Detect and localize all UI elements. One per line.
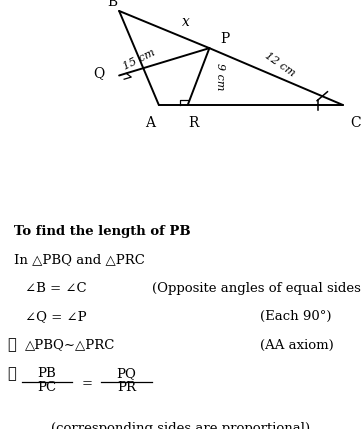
Text: 15 cm: 15 cm	[121, 48, 157, 72]
Text: =: =	[81, 378, 92, 390]
Text: P: P	[220, 32, 230, 46]
Text: x: x	[182, 15, 190, 29]
Text: 9 cm: 9 cm	[215, 63, 225, 90]
Text: PC: PC	[38, 381, 56, 394]
Text: ∠B = ∠C: ∠B = ∠C	[25, 282, 87, 295]
Text: A: A	[145, 116, 155, 130]
Text: Q: Q	[93, 66, 105, 80]
Text: (AA axiom): (AA axiom)	[260, 338, 334, 352]
Text: C: C	[350, 116, 361, 130]
Text: B: B	[107, 0, 117, 9]
Text: In △PBQ and △PRC: In △PBQ and △PRC	[14, 254, 145, 266]
Text: R: R	[188, 116, 198, 130]
Text: PQ: PQ	[116, 367, 136, 380]
Text: To find the length of PB: To find the length of PB	[14, 225, 191, 238]
Text: ∴: ∴	[7, 367, 16, 381]
Text: PR: PR	[117, 381, 136, 394]
Text: ∴: ∴	[7, 338, 16, 353]
Text: △PBQ∼△PRC: △PBQ∼△PRC	[25, 338, 116, 352]
Text: (Each 90°): (Each 90°)	[260, 310, 331, 323]
Text: 12 cm: 12 cm	[263, 51, 297, 79]
Text: PB: PB	[38, 367, 56, 380]
Text: (corresponding sides are proportional): (corresponding sides are proportional)	[51, 422, 310, 429]
Text: ∠Q = ∠P: ∠Q = ∠P	[25, 310, 87, 323]
Text: (Opposite angles of equal sides): (Opposite angles of equal sides)	[152, 282, 361, 295]
